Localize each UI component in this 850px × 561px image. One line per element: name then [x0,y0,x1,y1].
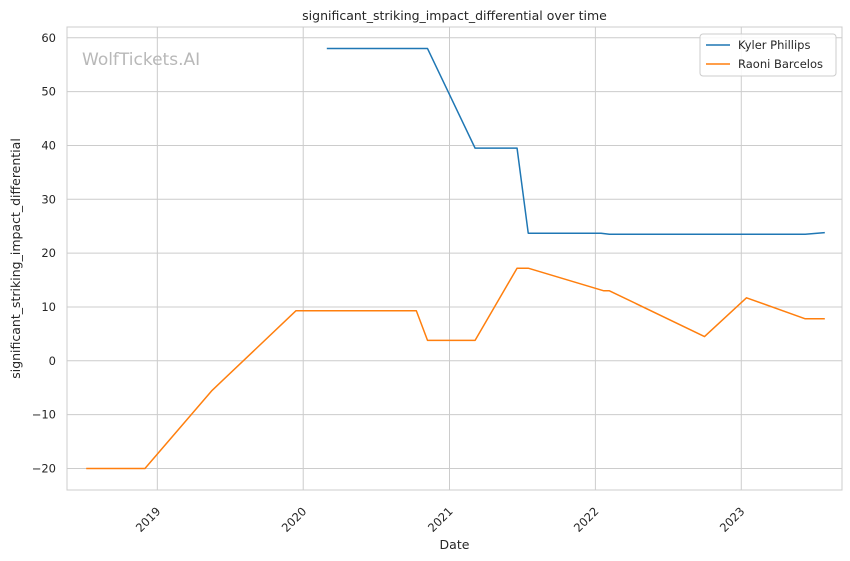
y-tick-label: 50 [41,85,56,99]
chart-title: significant_striking_impact_differential… [302,8,607,23]
y-axis-label: significant_striking_impact_differential [8,138,23,379]
y-tick-labels: −20 −10 0 10 20 30 40 50 60 [32,31,56,476]
legend: Kyler Phillips Raoni Barcelos [699,33,837,77]
series-lines [86,47,825,470]
y-tick-label: 10 [41,300,56,314]
x-tick-label: 2022 [571,504,602,535]
x-tick-labels: 2019 2020 2021 2022 2023 [133,504,748,535]
series-line-kyler-phillips [326,47,825,236]
series-line-raoni-barcelos [86,267,825,470]
x-tick-label: 2021 [425,504,456,535]
x-tick-label: 2023 [717,504,748,535]
legend-box [699,33,837,77]
legend-label: Kyler Phillips [738,38,810,52]
x-axis-label: Date [440,537,470,552]
y-tick-label: −20 [32,461,56,475]
y-tick-label: 0 [49,354,56,368]
plot-frame [66,26,843,491]
watermark: WolfTickets.AI [82,50,200,70]
y-tick-label: 30 [41,192,56,206]
grid-lines [67,27,842,490]
x-tick-label: 2020 [279,504,310,535]
legend-items: Kyler Phillips Raoni Barcelos [706,38,823,71]
x-tick-label: 2019 [133,504,164,535]
y-tick-label: 40 [41,138,56,152]
legend-label: Raoni Barcelos [738,57,823,71]
y-tick-label: −10 [32,408,56,422]
y-tick-label: 20 [41,246,56,260]
y-tick-label: 60 [41,31,56,45]
